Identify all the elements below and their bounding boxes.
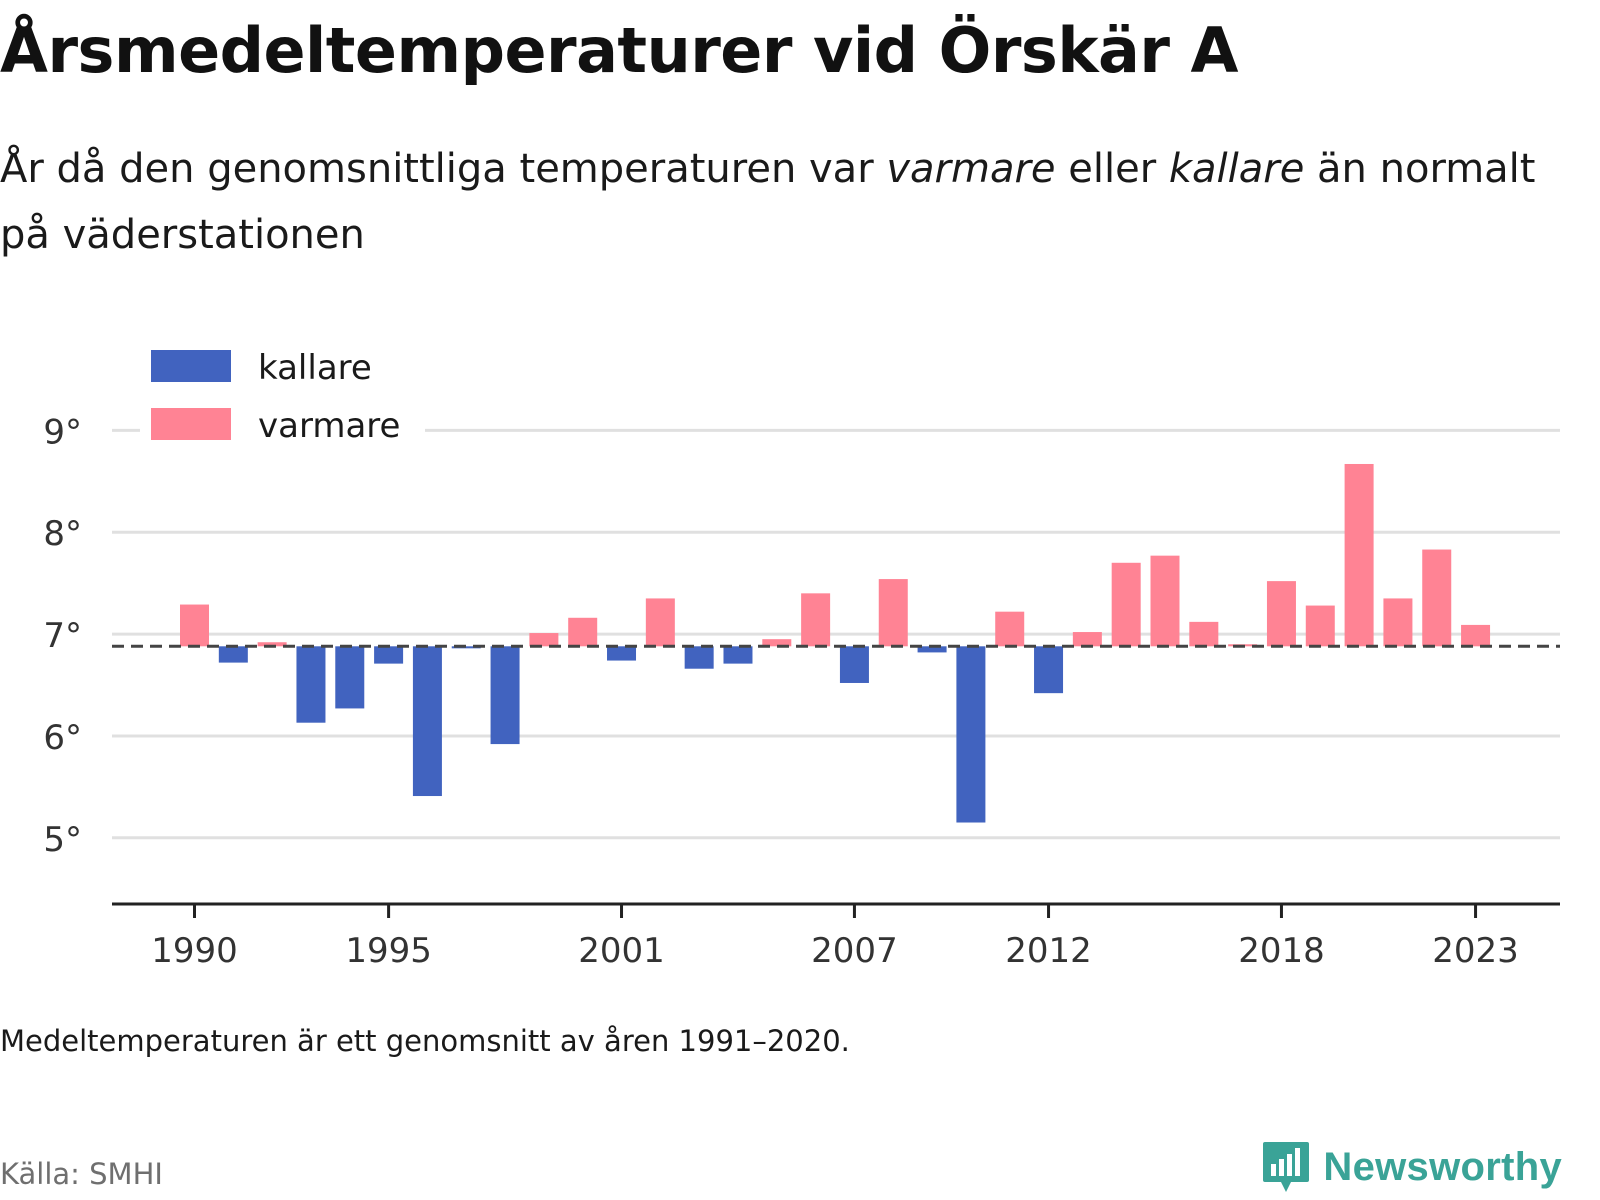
subtitle-kallare: kallare bbox=[1168, 146, 1305, 192]
legend: kallare varmare bbox=[140, 332, 425, 452]
bar-2007 bbox=[839, 646, 869, 683]
bar-2019 bbox=[1305, 605, 1335, 647]
bar-2018 bbox=[1266, 581, 1296, 647]
bar-2010 bbox=[956, 646, 986, 823]
chart-title: Årsmedeltemperaturer vid Örskär A bbox=[0, 14, 1239, 87]
bar-1994 bbox=[335, 646, 365, 709]
newsworthy-logo: Newsworthy bbox=[1261, 1140, 1562, 1194]
subtitle-text-2: eller bbox=[1055, 146, 1169, 192]
source-label: Källa: SMHI bbox=[0, 1157, 163, 1191]
bar-1992 bbox=[257, 642, 287, 647]
bar-1995 bbox=[374, 646, 404, 664]
y-axis-labels: 5° 6° 7° 8° 9° bbox=[43, 412, 82, 859]
x-tick-label: 2023 bbox=[1432, 931, 1519, 971]
brand-name: Newsworthy bbox=[1323, 1144, 1562, 1189]
bar-2009 bbox=[917, 646, 947, 653]
x-tick-label: 2018 bbox=[1238, 931, 1325, 971]
x-tick-label: 2007 bbox=[811, 931, 898, 971]
y-tick-label: 8° bbox=[43, 514, 82, 554]
subtitle-varmare: varmare bbox=[886, 146, 1056, 192]
bar-2016 bbox=[1189, 621, 1219, 647]
x-tick-label: 1990 bbox=[151, 931, 238, 971]
bar-2005 bbox=[762, 639, 792, 647]
bar-2006 bbox=[801, 593, 831, 647]
bar-1990 bbox=[180, 604, 209, 647]
bar-2008 bbox=[878, 579, 908, 647]
bar-1996 bbox=[412, 646, 442, 797]
bar-1993 bbox=[296, 646, 326, 723]
bar-1997 bbox=[451, 646, 481, 649]
y-tick-label: 5° bbox=[43, 820, 82, 860]
gridlines bbox=[112, 428, 1560, 840]
bar-2014 bbox=[1111, 562, 1141, 647]
x-tick-label: 2012 bbox=[1005, 931, 1092, 971]
subtitle-text-3: än normalt på väderstationen bbox=[0, 146, 1536, 258]
bar-2003 bbox=[684, 646, 714, 669]
x-tick-label: 1995 bbox=[345, 931, 432, 971]
bar-2004 bbox=[723, 646, 753, 664]
bar-2002 bbox=[645, 598, 675, 647]
x-tick-label: 2001 bbox=[578, 931, 665, 971]
legend-swatch-varmare bbox=[151, 408, 231, 440]
bar-2023 bbox=[1461, 624, 1491, 647]
legend-swatch-kallare bbox=[151, 350, 231, 382]
bar-2000 bbox=[568, 617, 598, 647]
bars bbox=[180, 463, 1491, 823]
bar-chart: 5° 6° 7° 8° 9° kallare varmare 1990 1995 2001 20… bbox=[43, 332, 1560, 971]
legend-label-kallare: kallare bbox=[258, 348, 372, 388]
bar-1991 bbox=[218, 646, 248, 663]
bar-2021 bbox=[1383, 598, 1413, 647]
bar-1999 bbox=[529, 633, 559, 647]
bar-2015 bbox=[1150, 555, 1180, 647]
bar-2013 bbox=[1072, 632, 1102, 647]
bar-2022 bbox=[1422, 549, 1452, 647]
y-tick-label: 9° bbox=[43, 412, 82, 452]
subtitle-text-1: År då den genomsnittliga temperaturen va… bbox=[0, 146, 887, 192]
x-axis: 1990 1995 2001 2007 2012 2018 2023 bbox=[112, 902, 1560, 971]
footnote: Medeltemperaturen är ett genomsnitt av å… bbox=[0, 1024, 850, 1058]
bar-2012 bbox=[1034, 646, 1064, 694]
y-tick-label: 7° bbox=[43, 616, 82, 656]
y-tick-label: 6° bbox=[43, 718, 82, 758]
bar-2011 bbox=[995, 611, 1025, 647]
bar-2020 bbox=[1344, 463, 1374, 647]
bar-2001 bbox=[607, 646, 637, 661]
chart-subtitle: År då den genomsnittliga temperaturen va… bbox=[0, 136, 1560, 268]
bar-1998 bbox=[490, 646, 520, 745]
legend-label-varmare: varmare bbox=[258, 406, 400, 446]
bar-chart-icon bbox=[1263, 1142, 1310, 1192]
